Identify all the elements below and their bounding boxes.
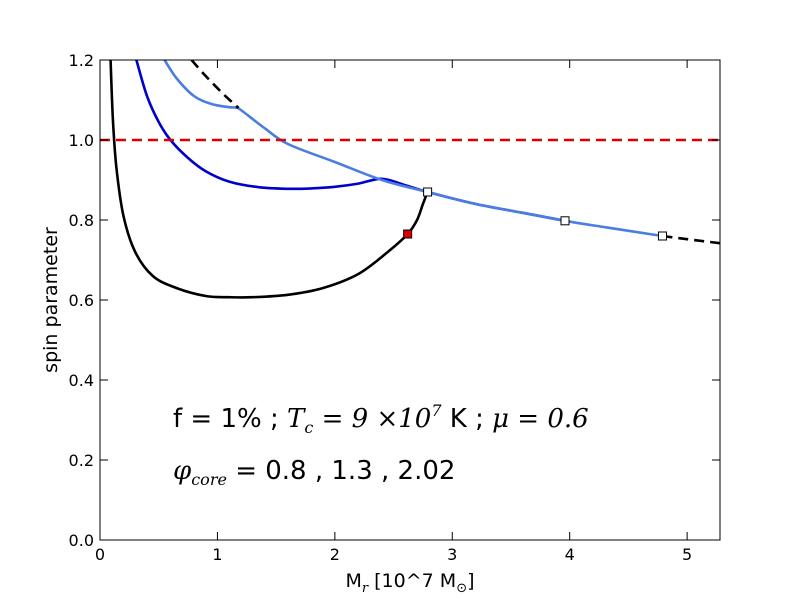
x-tick-label: 2 <box>330 545 340 564</box>
annot2-b: = 0.8 , 1.3 , 2.02 <box>227 456 456 486</box>
annot2-a: φ <box>173 456 192 486</box>
x-label-unit-post: ] <box>467 570 474 592</box>
x-tick-label: 5 <box>682 545 692 564</box>
x-axis-label: Mr [10^7 M⊙] <box>345 570 474 596</box>
x-label-base: M <box>345 570 361 592</box>
marker-layer <box>403 187 667 241</box>
annotation-params: f = 1% ; Tc = 9 ×107 K ; μ = 0.6 <box>173 401 589 437</box>
y-tick-label: 0.8 <box>69 211 94 230</box>
x-tick-label: 4 <box>565 545 575 564</box>
series-line-2 <box>163 60 663 238</box>
x-label-sub: r <box>362 581 369 596</box>
x-label-unit-pre: [10^7 M <box>368 570 456 592</box>
data-marker-2 <box>560 216 570 226</box>
x-tick-label: 1 <box>212 545 222 564</box>
data-marker-3 <box>657 231 667 241</box>
x-tick-label: 3 <box>447 545 457 564</box>
annot1-f: = 0.6 <box>509 404 589 434</box>
data-marker-0 <box>403 229 413 239</box>
annot1-a: f = 1% ; <box>173 404 287 434</box>
series-line-3 <box>190 60 240 109</box>
annot1-b: T <box>287 404 306 434</box>
annot1-c-sup: 7 <box>431 401 442 420</box>
y-tick-label: 0.6 <box>69 291 94 310</box>
data-marker-1 <box>423 187 433 197</box>
y-tick-label: 1.2 <box>69 51 94 70</box>
y-tick-label: 0.4 <box>69 371 94 390</box>
series-line-4 <box>662 234 720 245</box>
annot2-a-sub: core <box>191 470 227 489</box>
annot1-c: = 9 ×10 <box>313 404 431 434</box>
annotation-phi-core: φcore = 0.8 , 1.3 , 2.02 <box>173 456 455 489</box>
x-label-unit-sub: ⊙ <box>456 581 467 596</box>
annot1-d: K ; <box>442 404 493 434</box>
annot1-e: μ <box>492 404 509 434</box>
y-tick-label: 1.0 <box>69 131 94 150</box>
x-tick-label: 0 <box>95 545 105 564</box>
annot1-b-sub: c <box>304 418 313 437</box>
y-tick-label: 0.2 <box>69 451 94 470</box>
y-tick-label: 0.0 <box>69 531 94 550</box>
y-axis-label: spin parameter <box>40 227 62 373</box>
tick-layer: 0 1 2 3 4 5 0.0 0.2 0.4 0.6 0.8 1.0 1.2 <box>69 51 720 564</box>
